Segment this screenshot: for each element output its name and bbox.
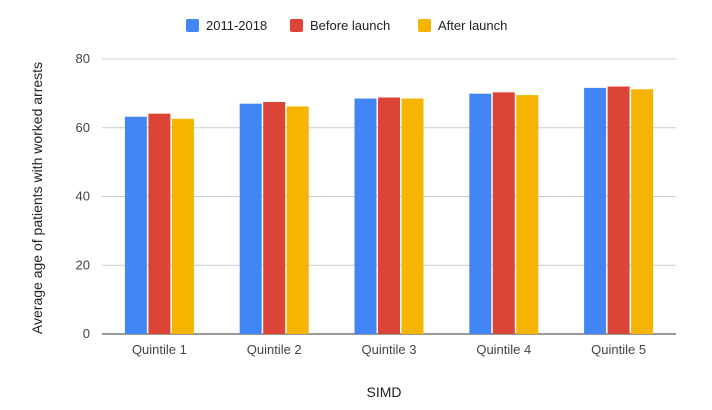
- legend-label: 2011-2018: [206, 18, 267, 33]
- x-axis-ticks: Quintile 1 Quintile 2 Quintile 3 Quintile 4…: [132, 342, 646, 357]
- bar: [354, 98, 377, 334]
- legend-swatch: [418, 19, 431, 32]
- legend-swatch: [290, 19, 303, 32]
- bar: [286, 106, 309, 334]
- y-axis-title: Average age of patients with worked arre…: [29, 62, 45, 334]
- bar: [516, 95, 539, 334]
- bar: [148, 113, 171, 334]
- x-tick-label: Quintile 4: [476, 342, 531, 357]
- bar: [124, 116, 147, 334]
- y-tick-label: 80: [76, 51, 90, 66]
- bar: [607, 86, 630, 334]
- bar: [401, 98, 424, 334]
- y-tick-label: 20: [76, 257, 90, 272]
- bar: [469, 93, 492, 334]
- bars: [124, 86, 654, 334]
- y-tick-label: 40: [76, 189, 90, 204]
- x-tick-label: Quintile 3: [362, 342, 417, 357]
- bar: [378, 97, 400, 334]
- bar: [631, 89, 654, 334]
- bar: [239, 103, 262, 334]
- legend-label: Before launch: [310, 18, 390, 33]
- x-tick-label: Quintile 2: [247, 342, 302, 357]
- bar: [492, 92, 515, 334]
- x-tick-label: Quintile 1: [132, 342, 187, 357]
- legend-swatch: [186, 19, 199, 32]
- bar: [171, 118, 194, 334]
- x-tick-label: Quintile 5: [591, 342, 646, 357]
- bar: [263, 101, 286, 334]
- y-tick-label: 0: [83, 326, 90, 341]
- y-tick-label: 60: [76, 120, 90, 135]
- y-axis-ticks: 0 20 40 60 80: [76, 51, 90, 341]
- legend: 2011-2018 Before launch After launch: [186, 18, 507, 33]
- legend-label: After launch: [438, 18, 507, 33]
- x-axis-title: SIMD: [367, 384, 402, 400]
- bar: [584, 87, 607, 334]
